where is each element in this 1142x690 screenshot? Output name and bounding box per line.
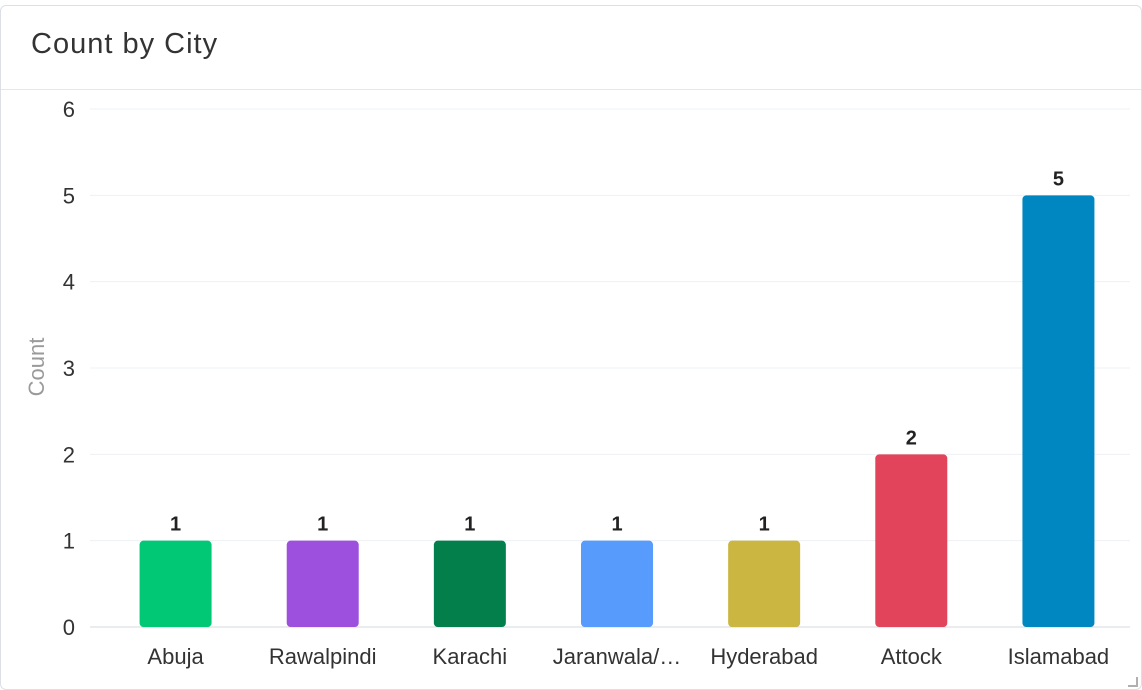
data-label: 2 <box>906 427 917 449</box>
resize-handle-icon[interactable] <box>1128 677 1138 687</box>
x-tick-label: Islamabad <box>1008 644 1110 669</box>
x-tick-label: Abuja <box>147 644 204 669</box>
card-header: Count by City <box>1 6 1141 90</box>
data-labels: 1 1 1 1 1 2 5 <box>170 168 1064 535</box>
x-tick-label: Rawalpindi <box>269 644 377 669</box>
y-tick-label: 5 <box>63 183 75 208</box>
data-label: 1 <box>317 514 328 536</box>
y-axis-ticks: 0 1 2 3 4 5 6 <box>63 97 75 640</box>
bar-hyderabad[interactable] <box>728 540 801 627</box>
y-tick-label: 4 <box>63 270 75 295</box>
bar-rawalpindi[interactable] <box>286 540 359 627</box>
chart-title: Count by City <box>31 28 219 60</box>
data-label: 1 <box>170 514 181 536</box>
bar-karachi[interactable] <box>433 540 506 627</box>
y-tick-label: 2 <box>63 442 75 467</box>
x-tick-label: Karachi <box>433 644 508 669</box>
y-tick-label: 6 <box>63 97 75 122</box>
bar-jaranwala[interactable] <box>581 540 653 627</box>
x-tick-label: Hyderabad <box>710 644 818 669</box>
x-tick-label: Attock <box>881 644 943 669</box>
bar-islamabad[interactable] <box>1022 195 1095 628</box>
bar-abuja[interactable] <box>139 540 212 627</box>
x-tick-label: Jaranwala/… <box>553 644 681 669</box>
y-tick-label: 1 <box>63 529 75 554</box>
y-tick-label: 0 <box>63 615 75 640</box>
bar-attock[interactable] <box>875 454 948 627</box>
y-tick-label: 3 <box>63 356 75 381</box>
bars <box>139 195 1095 628</box>
y-axis-title: Count <box>24 338 49 397</box>
data-label: 5 <box>1053 168 1064 190</box>
x-axis-ticks: Abuja Rawalpindi Karachi Jaranwala/… Hyderab… <box>147 644 1109 669</box>
data-label: 1 <box>759 514 770 536</box>
data-label: 1 <box>464 514 475 536</box>
data-label: 1 <box>611 514 622 536</box>
